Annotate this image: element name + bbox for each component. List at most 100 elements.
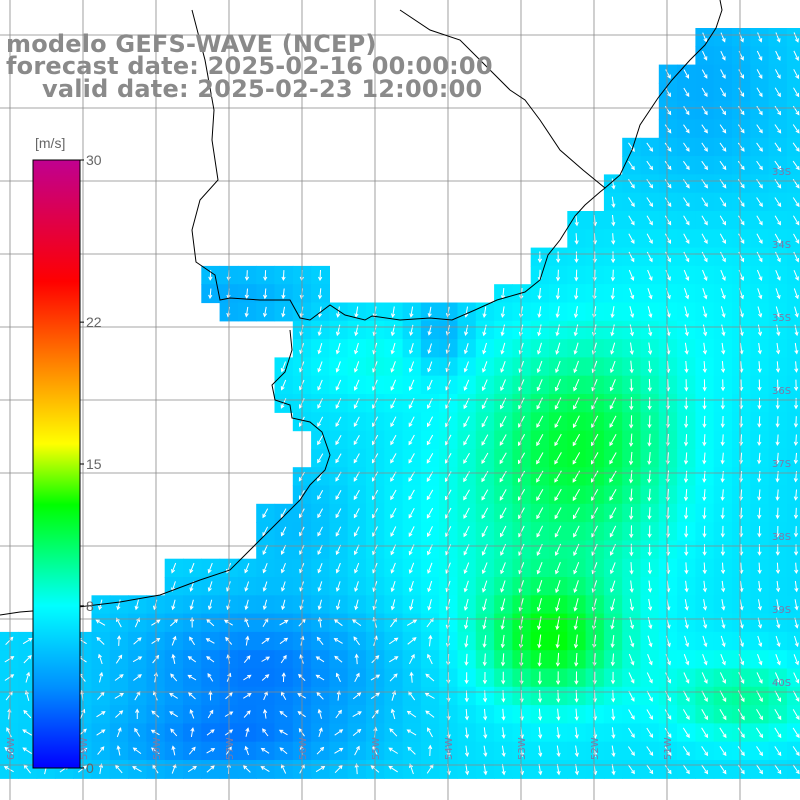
- wind-arrow: [793, 654, 799, 666]
- wind-arrow: [664, 215, 672, 226]
- wind-arrow: [683, 124, 690, 134]
- wind-arrow: [756, 87, 763, 98]
- wind-arrow: [702, 415, 707, 429]
- wind-arrow: [554, 415, 562, 429]
- wind-arrow: [500, 598, 506, 612]
- wind-arrow: [317, 544, 323, 556]
- lon-label: 53W: [517, 737, 528, 760]
- wind-arrow: [720, 635, 726, 648]
- wind-arrow: [792, 124, 800, 134]
- wind-arrow: [463, 562, 470, 575]
- wind-arrow: [792, 709, 800, 720]
- wind-arrow: [774, 105, 782, 116]
- wind-arrow: [629, 378, 634, 392]
- wind-arrow: [538, 727, 543, 739]
- wind-arrow: [317, 453, 324, 464]
- wind-arrow: [739, 599, 744, 611]
- wind-arrow: [317, 342, 323, 355]
- wind-arrow: [518, 452, 526, 465]
- wind-arrow: [775, 379, 780, 392]
- wind-arrow: [720, 397, 725, 410]
- wind-arrow: [629, 342, 634, 355]
- wind-arrow: [610, 269, 616, 282]
- wind-arrow: [720, 288, 726, 300]
- wind-arrow: [757, 489, 762, 501]
- wind-arrow: [316, 636, 324, 646]
- wind-arrow: [408, 416, 415, 428]
- wind-arrow: [388, 765, 398, 773]
- wind-arrow: [738, 672, 745, 684]
- wind-arrow: [684, 288, 690, 300]
- wind-arrow: [775, 525, 780, 538]
- wind-arrow: [647, 470, 652, 484]
- wind-arrow: [171, 653, 176, 665]
- wind-arrow: [609, 433, 617, 447]
- wind-arrow: [335, 324, 341, 337]
- lon-label: 55W: [371, 737, 382, 760]
- wind-arrow: [243, 710, 251, 718]
- wind-arrow: [406, 710, 417, 718]
- wind-arrow: [756, 197, 763, 208]
- wind-arrow: [317, 581, 323, 592]
- wind-arrow: [244, 617, 250, 628]
- wind-arrow: [684, 397, 689, 410]
- wind-arrow: [574, 233, 579, 245]
- wind-cell: [786, 650, 800, 670]
- wind-arrow: [500, 562, 506, 575]
- wind-arrow: [518, 598, 524, 612]
- wind-arrow: [573, 598, 579, 612]
- wind-arrow: [665, 69, 671, 79]
- wind-arrow: [24, 689, 30, 702]
- lon-label: 52W: [590, 737, 601, 760]
- wind-arrow: [757, 32, 763, 43]
- wind-arrow: [720, 50, 726, 61]
- wind-arrow: [279, 747, 288, 755]
- wind-arrow: [610, 580, 616, 593]
- wind-arrow: [701, 746, 709, 757]
- wind-arrow: [481, 507, 489, 520]
- wind-arrow: [427, 653, 433, 665]
- wind-arrow: [335, 434, 342, 446]
- wind-arrow: [409, 599, 414, 611]
- wind-arrow: [664, 233, 671, 245]
- wind-arrow: [646, 215, 653, 226]
- wind-arrow: [134, 617, 140, 628]
- wind-arrow: [682, 709, 690, 720]
- wind-arrow: [463, 489, 470, 501]
- wind-arrow: [664, 746, 672, 757]
- wind-arrow: [793, 379, 799, 392]
- wind-arrow: [793, 87, 800, 98]
- wind-arrow: [536, 562, 543, 575]
- colorbar-unit: [m/s]: [35, 135, 65, 151]
- wind-arrow: [757, 599, 762, 611]
- wind-arrow: [317, 563, 323, 574]
- wind-arrow: [464, 708, 469, 721]
- wind-arrow: [280, 379, 287, 391]
- wind-arrow: [647, 635, 653, 648]
- wind-arrow: [683, 215, 690, 226]
- wind-arrow: [775, 654, 781, 666]
- wind-arrow: [794, 599, 799, 611]
- wind-arrow: [354, 599, 359, 611]
- wind-arrow: [738, 69, 744, 79]
- wind-arrow: [260, 766, 270, 773]
- wind-arrow: [556, 251, 561, 264]
- wind-arrow: [573, 360, 579, 374]
- wind-arrow: [354, 653, 359, 665]
- wind-arrow: [756, 233, 763, 245]
- wind-arrow: [245, 635, 250, 646]
- wind-arrow: [336, 306, 341, 318]
- wind-arrow: [683, 452, 689, 465]
- lon-label: 58W: [152, 737, 163, 760]
- wind-arrow: [719, 746, 727, 757]
- wind-arrow: [757, 288, 763, 300]
- wind-arrow: [244, 581, 250, 592]
- wind-arrow: [609, 525, 617, 538]
- wind-arrow: [702, 379, 707, 392]
- wind-arrow: [573, 306, 579, 319]
- wind-arrow: [408, 379, 415, 391]
- wind-arrow: [390, 708, 396, 720]
- wind-arrow: [719, 142, 727, 152]
- wind-arrow: [464, 653, 469, 666]
